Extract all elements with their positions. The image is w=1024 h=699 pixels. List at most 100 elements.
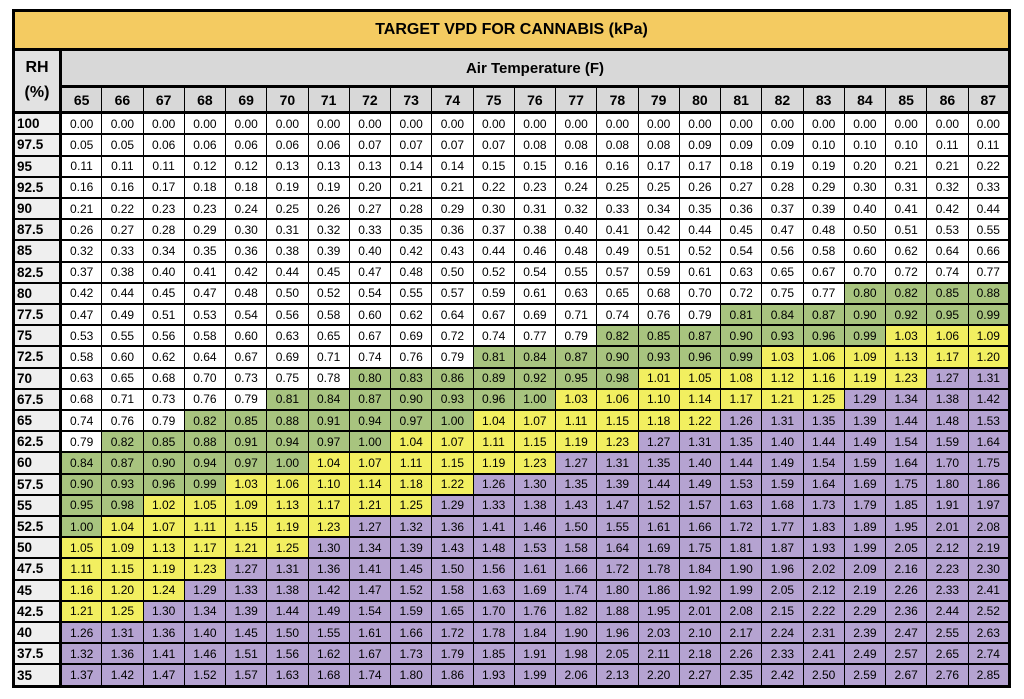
rh-row-header: 92.5 — [12, 175, 62, 199]
vpd-cell: 0.00 — [389, 111, 433, 136]
vpd-cell: 0.21 — [389, 175, 433, 199]
table-row: 77.5 0.47 0.49 0.51 0.53 0.54 0.56 0.58 0.60 0.62… — [12, 302, 1010, 327]
rh-row-header: 75 — [12, 324, 62, 348]
rh-label: RH — [25, 59, 49, 77]
vpd-cell: 1.70 — [926, 451, 969, 475]
vpd-cell: 0.00 — [183, 111, 227, 136]
vpd-cell: 0.98 — [596, 366, 639, 390]
vpd-cell: 1.63 — [719, 493, 763, 517]
vpd-cell: 1.90 — [719, 557, 763, 581]
rh-row-header: 97.5 — [12, 133, 62, 157]
vpd-cell: 1.19 — [266, 514, 309, 539]
vpd-cell: 1.31 — [101, 620, 144, 645]
vpd-cell: 0.51 — [637, 239, 680, 263]
vpd-cell: 0.61 — [513, 281, 557, 305]
vpd-cell: 1.96 — [596, 620, 639, 645]
temp-col-header: 73 — [389, 86, 433, 114]
vpd-cell: 0.20 — [843, 154, 887, 178]
vpd-cell: 1.61 — [513, 557, 557, 581]
vpd-cell: 0.26 — [59, 218, 103, 242]
vpd-cell: 0.74 — [926, 260, 969, 284]
vpd-cell: 0.38 — [513, 218, 557, 242]
temp-col-header: 68 — [183, 86, 227, 114]
vpd-cell: 0.00 — [884, 111, 928, 136]
vpd-cell: 0.84 — [513, 345, 557, 369]
vpd-cell: 2.33 — [761, 642, 804, 666]
vpd-cell: 2.76 — [926, 663, 969, 688]
vpd-cell: 0.75 — [266, 366, 309, 390]
vpd-cell: 0.39 — [802, 196, 845, 221]
vpd-cell: 1.73 — [389, 642, 433, 666]
vpd-cell: 0.07 — [348, 133, 392, 157]
vpd-cell: 1.22 — [678, 408, 722, 433]
vpd-cell: 0.06 — [224, 133, 268, 157]
vpd-cell: 0.96 — [802, 324, 845, 348]
vpd-cell: 0.78 — [307, 366, 350, 390]
vpd-cell: 0.14 — [431, 154, 474, 178]
vpd-cell: 0.35 — [678, 196, 722, 221]
vpd-cell: 1.24 — [142, 578, 185, 602]
vpd-cell: 0.77 — [513, 324, 557, 348]
vpd-cell: 1.23 — [596, 430, 639, 454]
vpd-cell: 2.15 — [761, 599, 804, 624]
vpd-cell: 0.00 — [266, 111, 309, 136]
vpd-cell: 1.10 — [307, 472, 350, 496]
vpd-cell: 0.87 — [678, 324, 722, 348]
vpd-cell: 0.07 — [431, 133, 474, 157]
vpd-cell: 1.75 — [967, 451, 1010, 475]
vpd-cell: 1.20 — [967, 345, 1010, 369]
vpd-cell: 1.97 — [967, 493, 1010, 517]
vpd-cell: 0.93 — [761, 324, 804, 348]
vpd-cell: 1.44 — [802, 430, 845, 454]
vpd-cell: 2.41 — [967, 578, 1010, 602]
vpd-cell: 0.58 — [802, 239, 845, 263]
vpd-cell: 1.33 — [472, 493, 515, 517]
vpd-cell: 0.51 — [884, 218, 928, 242]
vpd-cell: 1.27 — [554, 451, 598, 475]
vpd-cell: 1.30 — [142, 599, 185, 624]
vpd-cell: 1.56 — [266, 642, 309, 666]
rh-row-header: 90 — [12, 196, 62, 221]
vpd-cell: 0.10 — [884, 133, 928, 157]
vpd-cell: 0.50 — [843, 218, 887, 242]
vpd-cell: 0.45 — [307, 260, 350, 284]
temp-col-header: 70 — [266, 86, 309, 114]
rh-row-header: 70 — [12, 366, 62, 390]
vpd-cell: 0.79 — [431, 345, 474, 369]
page-title: TARGET VPD FOR CANNABIS (kPa) — [12, 9, 1011, 51]
vpd-cell: 1.57 — [224, 663, 268, 688]
vpd-cell: 0.48 — [802, 218, 845, 242]
vpd-cell: 0.67 — [348, 324, 392, 348]
vpd-cell: 0.06 — [183, 133, 227, 157]
vpd-cell: 0.88 — [967, 281, 1010, 305]
vpd-cell: 0.81 — [266, 387, 309, 411]
vpd-cell: 0.28 — [761, 175, 804, 199]
vpd-cell: 0.55 — [101, 324, 144, 348]
vpd-cell: 1.41 — [472, 514, 515, 539]
vpd-cell: 1.16 — [59, 578, 103, 602]
header-row: RH (%) Air Temperature (F) — [12, 48, 1011, 114]
vpd-cell: 1.15 — [224, 514, 268, 539]
vpd-cell: 0.30 — [843, 175, 887, 199]
vpd-cell: 0.09 — [678, 133, 722, 157]
rh-row-header: 47.5 — [12, 557, 62, 581]
vpd-cell: 0.86 — [431, 366, 474, 390]
vpd-cell: 1.07 — [431, 430, 474, 454]
vpd-cell: 1.04 — [389, 430, 433, 454]
vpd-cell: 0.23 — [183, 196, 227, 221]
vpd-cell: 0.00 — [926, 111, 969, 136]
vpd-cell: 1.63 — [266, 663, 309, 688]
vpd-cell: 1.25 — [389, 493, 433, 517]
vpd-cell: 0.16 — [554, 154, 598, 178]
vpd-cell: 0.71 — [307, 345, 350, 369]
vpd-cell: 0.12 — [224, 154, 268, 178]
vpd-cell: 1.17 — [926, 345, 969, 369]
vpd-cell: 0.44 — [101, 281, 144, 305]
vpd-cell: 0.90 — [59, 472, 103, 496]
vpd-cell: 1.11 — [183, 514, 227, 539]
vpd-cell: 0.06 — [142, 133, 185, 157]
vpd-cell: 1.42 — [967, 387, 1010, 411]
vpd-cell: 0.54 — [513, 260, 557, 284]
rh-row-header: 42.5 — [12, 599, 62, 624]
vpd-cell: 0.93 — [101, 472, 144, 496]
